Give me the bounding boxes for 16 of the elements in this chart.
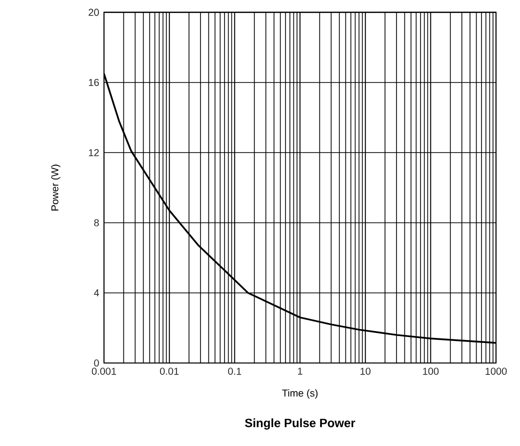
x-tick-label: 0.01 <box>160 368 179 375</box>
x-tick-label: 1 <box>298 368 302 375</box>
y-tick-label: 4 <box>94 289 99 296</box>
text: Single Pulse Power <box>245 418 356 430</box>
x-tick-label: 0.1 <box>228 368 242 375</box>
y-tick-label: 0 <box>94 359 99 367</box>
x-axis-title: Time (s) <box>282 389 318 399</box>
y-axis-title: Power (W) <box>51 164 60 210</box>
y-tick-label: 20 <box>88 8 99 16</box>
x-tick-label: 100 <box>423 368 439 375</box>
x-tick-label: 0.001 <box>92 368 116 375</box>
y-tick-label: 12 <box>88 149 99 156</box>
x-tick-label: 10 <box>360 368 370 375</box>
x-tick-label: 1000 <box>486 368 507 375</box>
y-tick-label: 8 <box>94 219 99 226</box>
y-tick-label: 16 <box>88 78 99 86</box>
